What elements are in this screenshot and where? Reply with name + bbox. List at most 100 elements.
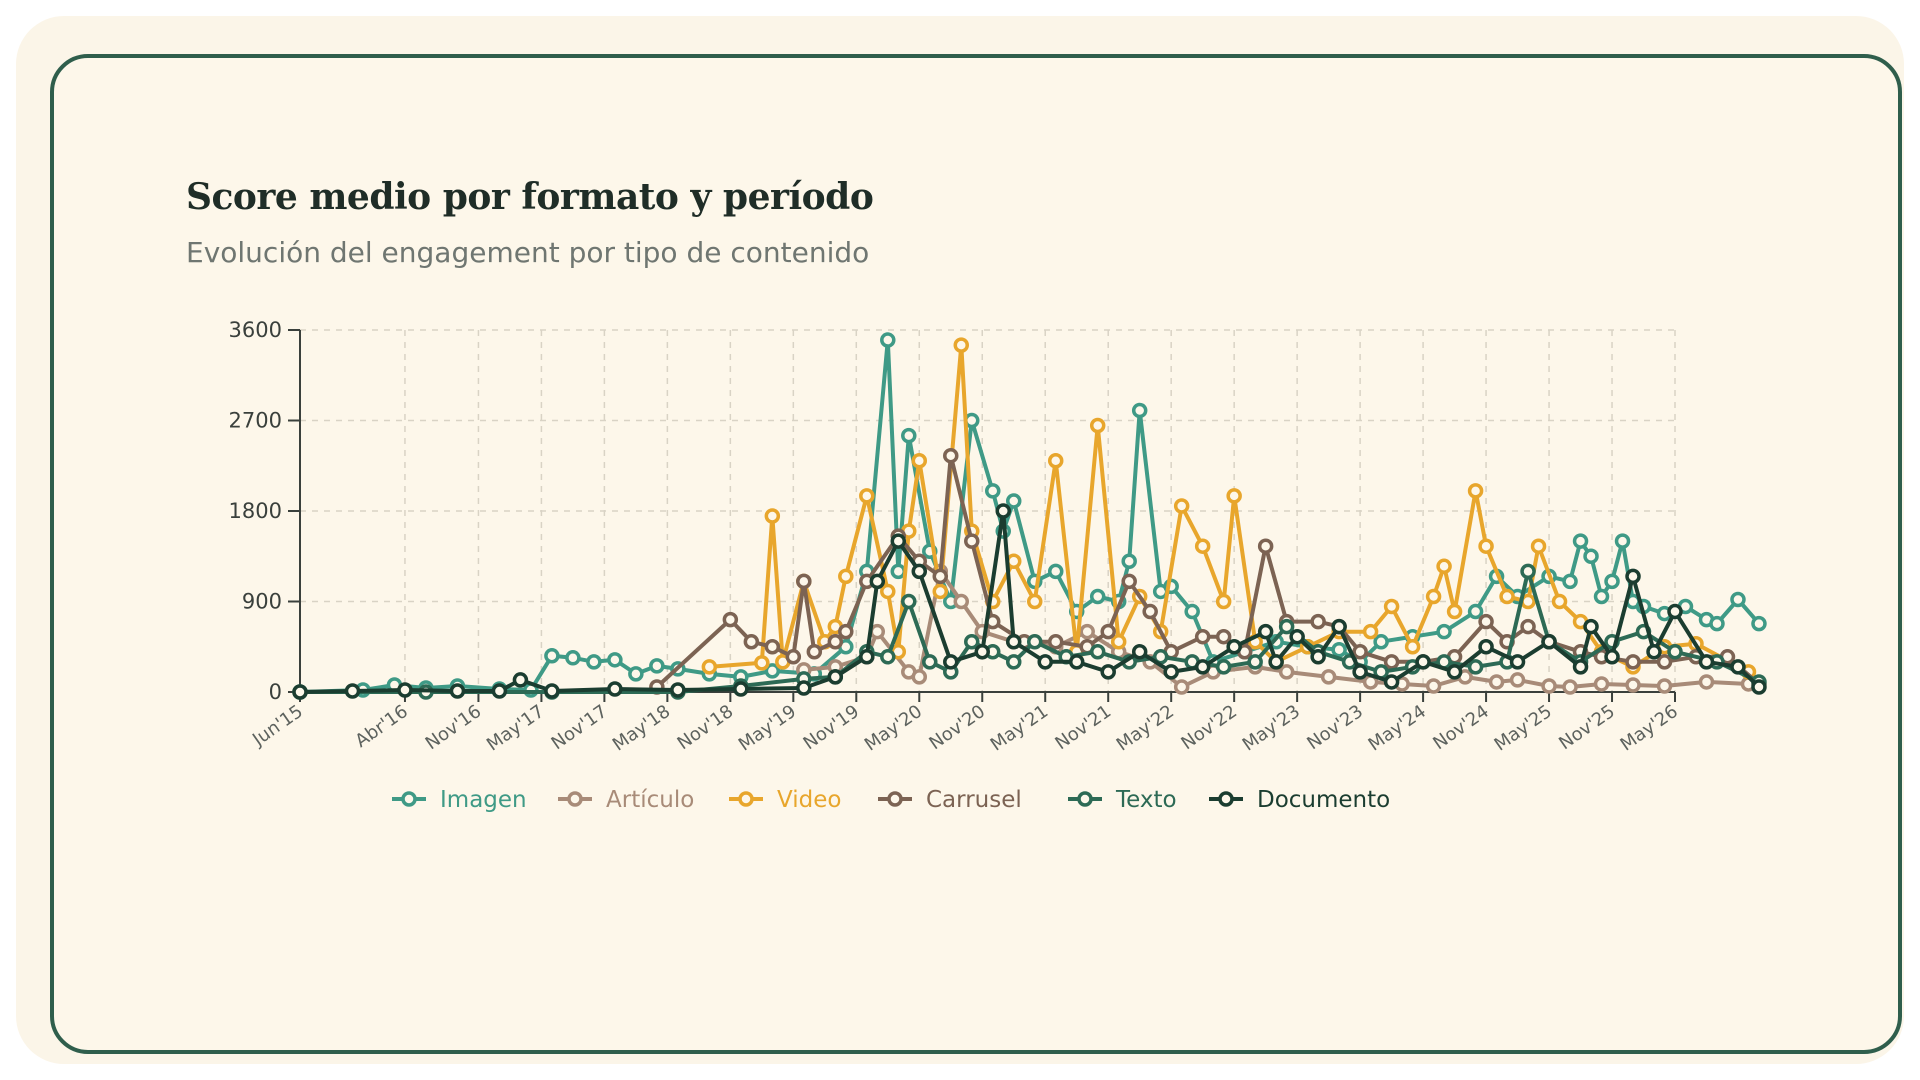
legend-item-artículo[interactable]: Artículo — [558, 787, 694, 813]
data-point — [953, 337, 970, 353]
data-point — [806, 644, 823, 660]
data-point — [1226, 488, 1242, 504]
data-point — [544, 683, 560, 699]
legend-label: Imagen — [440, 787, 527, 813]
data-point — [859, 488, 875, 504]
x-tick-label: May'19 — [735, 701, 800, 756]
data-point — [1278, 664, 1295, 680]
data-point — [1467, 603, 1484, 620]
data-point — [964, 633, 980, 650]
x-tick-label: May'20 — [861, 701, 926, 756]
data-point — [1005, 633, 1022, 650]
data-point — [1572, 659, 1589, 675]
data-point — [1751, 679, 1767, 695]
y-tick-label: 0 — [269, 680, 282, 704]
x-tick-label: Nov'24 — [1429, 701, 1493, 754]
x-tick-label: Nov'23 — [1303, 701, 1367, 754]
series-documento — [292, 503, 1767, 700]
data-point — [1142, 603, 1158, 620]
data-point — [1289, 628, 1305, 645]
x-tick-label: Nov'17 — [548, 701, 612, 754]
legend-item-video[interactable]: Video — [729, 787, 841, 813]
x-tick-label: Abr'16 — [351, 701, 411, 752]
data-point — [544, 648, 560, 664]
legend-item-imagen[interactable]: Imagen — [392, 787, 527, 813]
data-point — [1541, 678, 1557, 694]
data-point — [796, 573, 812, 590]
legend-swatch-marker — [1218, 791, 1234, 807]
data-point — [1730, 591, 1746, 608]
legend-label: Carrusel — [926, 787, 1022, 813]
data-point — [733, 681, 749, 697]
data-point — [701, 659, 718, 675]
data-point — [859, 649, 875, 665]
data-point — [1121, 553, 1137, 570]
data-point — [1194, 659, 1211, 675]
data-point — [1079, 623, 1095, 640]
legend-label: Texto — [1115, 787, 1177, 813]
data-point — [449, 683, 466, 699]
data-point — [1110, 633, 1127, 650]
data-point — [1478, 639, 1494, 655]
data-point — [1089, 588, 1106, 605]
data-point — [943, 447, 959, 464]
chart-title: Score medio por formato y período — [186, 176, 874, 218]
data-point — [1488, 674, 1505, 690]
data-point — [995, 503, 1011, 519]
data-point — [1100, 623, 1116, 640]
data-point — [1698, 654, 1715, 670]
data-point — [984, 483, 1001, 499]
data-point — [1089, 417, 1106, 434]
data-point — [974, 644, 991, 660]
data-point — [1604, 573, 1620, 590]
legend-item-documento[interactable]: Documento — [1209, 787, 1390, 813]
data-point — [1404, 639, 1421, 655]
data-point — [1593, 676, 1610, 692]
data-point — [1047, 452, 1064, 469]
x-tick-label: May'24 — [1365, 701, 1430, 756]
data-point — [1026, 633, 1043, 650]
data-point — [1163, 664, 1179, 680]
data-point — [1625, 654, 1641, 670]
x-tick-label: May'21 — [987, 701, 1052, 756]
data-point — [901, 593, 917, 610]
data-point — [1604, 649, 1620, 665]
data-point — [1215, 593, 1232, 610]
data-point — [670, 682, 686, 698]
data-point — [1131, 644, 1148, 660]
x-tick-label: May'17 — [483, 701, 548, 756]
data-point — [1310, 649, 1326, 665]
data-point — [1656, 678, 1673, 694]
legend-swatch-marker — [1077, 791, 1093, 807]
data-point — [1257, 538, 1274, 554]
data-point — [1184, 603, 1200, 620]
x-tick-label: Nov'19 — [800, 701, 864, 754]
data-point — [1215, 628, 1232, 645]
y-tick-label: 900 — [242, 590, 282, 614]
legend-swatch-marker — [567, 791, 583, 807]
data-point — [1352, 664, 1368, 680]
data-point — [1751, 615, 1767, 632]
x-tick-label: May'25 — [1491, 701, 1556, 756]
legend-item-texto[interactable]: Texto — [1068, 787, 1177, 813]
data-point — [880, 583, 896, 600]
data-point — [869, 573, 886, 590]
data-point — [1226, 639, 1242, 655]
data-point — [1499, 588, 1515, 605]
data-point — [890, 563, 907, 580]
data-point — [754, 655, 770, 671]
chart-subtitle: Evolución del engagement por tipo de con… — [186, 236, 870, 269]
data-point — [1310, 613, 1326, 630]
data-point — [785, 649, 802, 665]
data-point — [1331, 642, 1347, 658]
data-point — [764, 508, 781, 524]
data-point — [1551, 593, 1568, 610]
data-point — [344, 683, 361, 699]
data-point — [764, 639, 781, 655]
legend-item-carrusel[interactable]: Carrusel — [878, 787, 1022, 813]
data-point — [838, 568, 854, 585]
data-point — [1047, 633, 1064, 650]
data-point — [722, 611, 739, 628]
data-point — [838, 623, 854, 640]
